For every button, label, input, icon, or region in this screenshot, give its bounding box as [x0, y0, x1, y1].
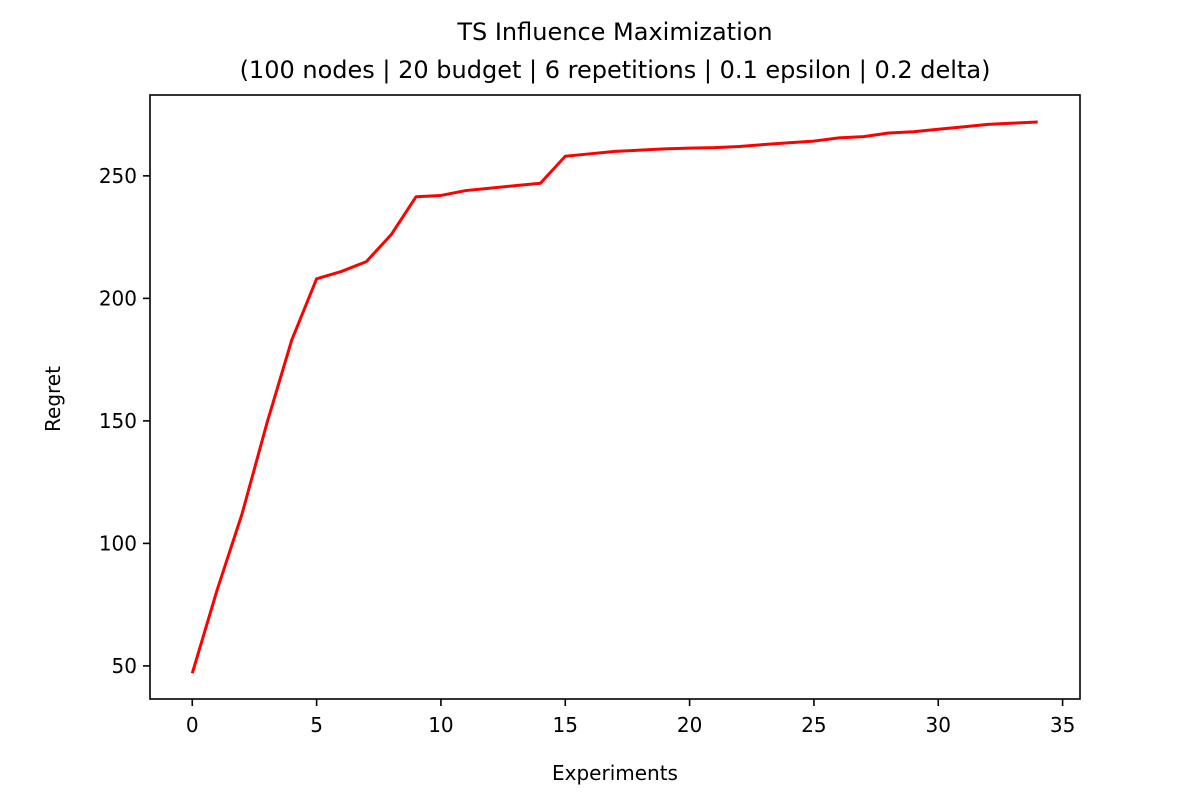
- y-tick-label-250: 250: [99, 164, 137, 188]
- y-axis-label: Regret: [41, 366, 65, 432]
- x-tick-label-35: 35: [1050, 713, 1075, 737]
- x-tick-label-15: 15: [553, 713, 578, 737]
- chart-subtitle: (100 nodes | 20 budget | 6 repetitions |…: [240, 56, 991, 84]
- x-axis-label: Experiments: [552, 761, 678, 785]
- x-tick-label-30: 30: [926, 713, 951, 737]
- plot-area: 0 5 10 15 20 25 30 35 50 100 150 200 250: [99, 94, 1081, 737]
- x-tick-label-10: 10: [428, 713, 453, 737]
- x-tick-label-20: 20: [677, 713, 702, 737]
- x-tick-label-5: 5: [310, 713, 323, 737]
- series-line-0: [190, 120, 1038, 674]
- plot-frame: [149, 94, 1081, 700]
- y-tick-label-150: 150: [99, 409, 137, 433]
- y-tick-label-100: 100: [99, 531, 137, 555]
- x-tick-label-25: 25: [801, 713, 826, 737]
- chart-title: TS Influence Maximization: [456, 18, 772, 46]
- y-tick-label-50: 50: [112, 654, 137, 678]
- y-tick-label-200: 200: [99, 286, 137, 310]
- x-tick-label-0: 0: [186, 713, 199, 737]
